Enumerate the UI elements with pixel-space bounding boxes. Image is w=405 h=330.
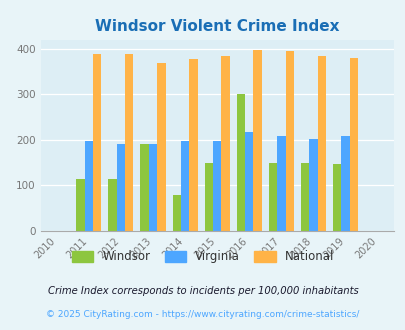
- Bar: [341, 136, 349, 231]
- Bar: [285, 51, 293, 231]
- Bar: [349, 58, 357, 231]
- Bar: [108, 179, 116, 231]
- Bar: [277, 136, 285, 231]
- Bar: [333, 164, 341, 231]
- Bar: [268, 163, 277, 231]
- Bar: [213, 141, 221, 231]
- Bar: [140, 144, 149, 231]
- Legend: Windsor, Virginia, National: Windsor, Virginia, National: [68, 247, 337, 267]
- Bar: [253, 50, 261, 231]
- Bar: [84, 141, 93, 231]
- Text: Crime Index corresponds to incidents per 100,000 inhabitants: Crime Index corresponds to incidents per…: [47, 286, 358, 296]
- Text: © 2025 CityRating.com - https://www.cityrating.com/crime-statistics/: © 2025 CityRating.com - https://www.city…: [46, 310, 359, 319]
- Bar: [172, 195, 181, 231]
- Bar: [116, 144, 125, 231]
- Bar: [189, 59, 197, 231]
- Bar: [221, 55, 229, 231]
- Title: Windsor Violent Crime Index: Windsor Violent Crime Index: [95, 19, 339, 34]
- Bar: [157, 63, 165, 231]
- Bar: [93, 54, 101, 231]
- Bar: [317, 56, 325, 231]
- Bar: [309, 139, 317, 231]
- Bar: [245, 132, 253, 231]
- Bar: [149, 145, 157, 231]
- Bar: [181, 141, 189, 231]
- Bar: [300, 163, 309, 231]
- Bar: [204, 163, 213, 231]
- Bar: [125, 54, 133, 231]
- Bar: [76, 179, 84, 231]
- Bar: [236, 94, 245, 231]
